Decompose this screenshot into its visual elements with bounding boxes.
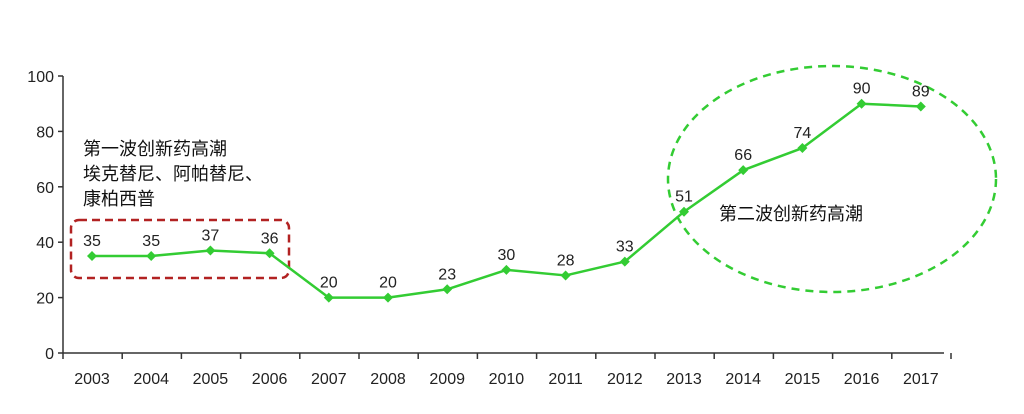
second-wave-title: 第二波创新药高潮: [719, 204, 863, 225]
first-wave-dashed-box: [69, 218, 291, 280]
x-tick-label: 2006: [252, 371, 288, 388]
series-points-group: [87, 98, 926, 303]
x-tick-label: 2004: [133, 371, 169, 388]
x-tick-label: 2003: [74, 371, 110, 388]
data-point-marker: [264, 248, 275, 259]
data-point-marker: [915, 101, 926, 112]
data-point-marker: [383, 292, 393, 303]
data-point-label: 30: [498, 247, 516, 264]
data-point-label: 33: [616, 239, 634, 256]
x-tick-label: 2010: [489, 371, 525, 388]
data-point-marker: [205, 245, 216, 256]
first-wave-drugs-line2: 康柏西普: [83, 189, 155, 210]
data-point-marker: [146, 251, 157, 262]
data-point-label: 35: [142, 233, 160, 250]
y-tick-label: 100: [27, 69, 54, 86]
y-tick-label: 0: [45, 346, 54, 363]
data-point-marker: [323, 292, 334, 303]
y-tick-label: 60: [36, 180, 54, 197]
data-point-marker: [87, 251, 97, 262]
data-point-marker: [501, 264, 512, 275]
y-tick-label: 80: [36, 124, 54, 141]
x-tick-label: 2013: [666, 371, 702, 388]
x-tick-label: 2007: [311, 371, 347, 388]
data-labels-group: 35 35 37 36 20 20 23 30 28 33 51 66 74 90 89: [83, 81, 930, 292]
data-point-label: 89: [912, 83, 930, 100]
data-point-label: 51: [675, 189, 693, 206]
data-point-label: 36: [261, 230, 279, 247]
y-axis: 0 20 40 60 80 100: [27, 69, 64, 363]
first-wave-drugs-line1: 埃克替尼、阿帕替尼、: [83, 164, 263, 185]
data-point-label: 66: [734, 147, 752, 164]
x-tick-label: 2012: [607, 371, 643, 388]
x-tick-label: 2005: [193, 371, 229, 388]
data-point-label: 20: [320, 275, 338, 292]
first-wave-title: 第一波创新药高潮: [83, 139, 227, 160]
x-tick-label: 2011: [548, 371, 583, 388]
data-point-label: 20: [379, 275, 397, 292]
x-tick-label: 2014: [725, 371, 761, 388]
x-axis: 2003 2004 2005 2006 2007 2008 2009 2010 2011 2012…: [62, 352, 952, 388]
data-point-marker: [797, 143, 808, 154]
data-point-marker: [856, 98, 867, 109]
data-point-label: 37: [202, 228, 220, 245]
data-point-marker: [738, 165, 749, 176]
y-tick-label: 20: [36, 291, 54, 308]
x-tick-label: 2008: [370, 371, 406, 388]
data-point-marker: [619, 256, 630, 267]
x-tick-label: 2015: [785, 371, 821, 388]
x-tick-label: 2009: [429, 371, 465, 388]
data-point-label: 90: [853, 81, 871, 98]
data-point-marker: [442, 284, 453, 295]
data-point-marker: [679, 206, 689, 217]
data-point-marker: [560, 270, 571, 281]
y-tick-label: 40: [36, 235, 54, 252]
second-wave-dashed-ellipse: [666, 64, 998, 294]
data-point-label: 35: [83, 233, 101, 250]
x-tick-label: 2017: [903, 371, 939, 388]
data-point-label: 23: [438, 266, 456, 283]
x-tick-label: 2016: [844, 371, 880, 388]
data-point-label: 74: [794, 125, 812, 142]
data-point-label: 28: [557, 252, 575, 269]
